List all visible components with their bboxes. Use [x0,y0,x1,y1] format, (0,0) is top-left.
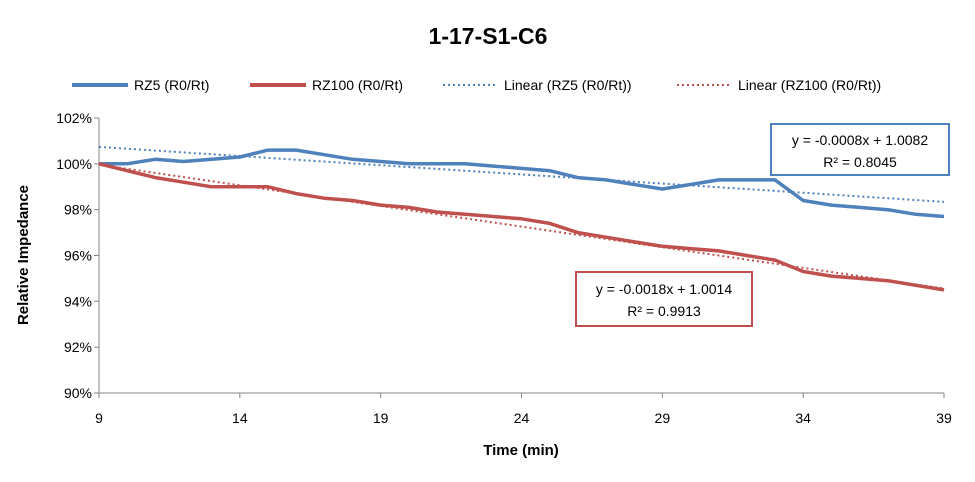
x-tick-label: 29 [655,410,671,426]
x-tick-labels: 9 14 19 24 29 34 39 [95,393,952,426]
trendline-equation-rz5: y = -0.0008x + 1.0082 R² = 0.8045 [770,123,950,176]
trendline-equation-rz100: y = -0.0018x + 1.0014 R² = 0.9913 [575,271,753,327]
equation-rz5: y = -0.0008x + 1.0082 [792,132,928,148]
plot-area [98,145,945,292]
x-tick-label: 9 [95,410,103,426]
equation-box-rz100 [575,271,753,327]
y-tick-label: 94% [64,293,92,309]
equation-box-rz5 [770,123,950,176]
legend-label-linear-rz5: Linear (RZ5 (R0/Rt)) [504,77,632,93]
x-tick-label: 24 [514,410,530,426]
y-tick-label: 102% [56,110,92,126]
x-tick-label: 39 [936,410,952,426]
equation-rz100: y = -0.0018x + 1.0014 [596,281,732,297]
r-squared-rz5: R² = 0.8045 [823,154,897,170]
x-tick-label: 14 [232,410,248,426]
x-tick-label: 19 [373,410,389,426]
legend-label-rz100: RZ100 (R0/Rt) [312,77,403,93]
y-tick-label: 90% [64,385,92,401]
y-tick-label: 98% [64,202,92,218]
x-axis-title: Time (min) [483,442,559,459]
y-axis-title: Relative Impedance [15,185,32,325]
series-line-rz5-r0-rt [99,148,945,219]
r-squared-rz100: R² = 0.9913 [627,303,701,319]
y-tick-labels: 90% 92% 94% 96% 98% 100% 102% [56,110,99,401]
legend: RZ5 (R0/Rt) RZ100 (R0/Rt) Linear (RZ5 (R… [72,77,881,93]
x-tick-label: 34 [795,410,811,426]
trendline-linear-rz100-r0-rt [98,163,945,290]
legend-label-linear-rz100: Linear (RZ100 (R0/Rt)) [738,77,881,93]
series-line-rz100-r0-rt [98,162,945,292]
chart-title: 1-17-S1-C6 [429,23,548,49]
y-tick-label: 96% [64,248,92,264]
legend-label-rz5: RZ5 (R0/Rt) [134,77,209,93]
y-tick-label: 100% [56,156,92,172]
y-tick-label: 92% [64,339,92,355]
